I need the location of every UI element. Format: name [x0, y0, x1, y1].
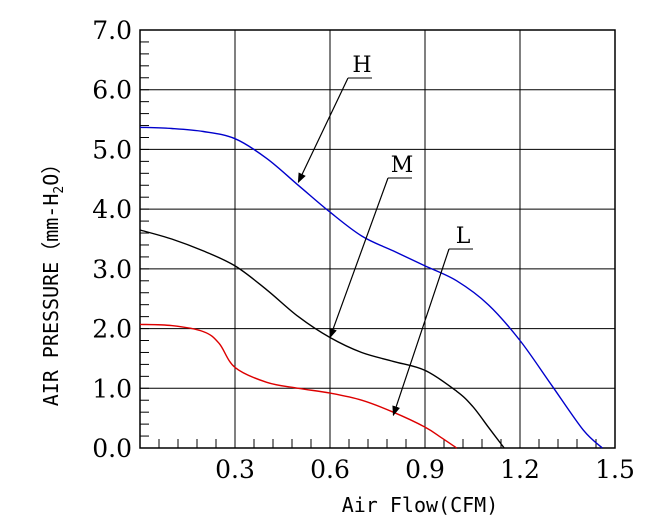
- plot-frame: [139, 29, 616, 449]
- x-axis-title: Air Flow(CFM): [342, 493, 499, 517]
- series-layer: [139, 126, 603, 449]
- x-tick-label: 0.3: [215, 455, 255, 484]
- y-axis-title: AIR PRESSURE（mm-H2O）: [39, 154, 67, 407]
- curve-label-h: H: [352, 53, 371, 78]
- minor-ticks: [140, 41, 597, 448]
- y-tick-label: 6.0: [92, 76, 132, 105]
- tick-labels: 0.0 1.0 2.0 3.0 4.0 5.0 6.0 7.0 0.3 0.6 0.9 1.2 1.5: [92, 16, 635, 484]
- series-line-m: [139, 229, 505, 449]
- x-tick-label: 0.6: [310, 455, 350, 484]
- y-tick-label: 3.0: [92, 255, 132, 284]
- annotations: H M L: [297, 53, 473, 417]
- y-tick-label: 5.0: [92, 135, 132, 164]
- y-tick-label: 4.0: [92, 195, 132, 224]
- x-tick-label: 1.2: [500, 455, 540, 484]
- series-line-l: [139, 323, 458, 449]
- curve-label-l: L: [456, 224, 471, 249]
- grid: [139, 29, 616, 449]
- leader-arrow: [392, 248, 450, 417]
- leader-arrow: [297, 77, 349, 184]
- series-line-h: [139, 126, 603, 449]
- y-tick-label: 7.0: [92, 16, 132, 45]
- x-tick-label: 1.5: [595, 455, 635, 484]
- y-tick-label: 1.0: [92, 374, 132, 403]
- y-tick-label: 2.0: [92, 315, 132, 344]
- y-tick-label: 0.0: [92, 434, 132, 463]
- curve-label-m: M: [391, 153, 414, 178]
- x-tick-label: 0.9: [405, 455, 445, 484]
- leader-arrow: [329, 177, 389, 339]
